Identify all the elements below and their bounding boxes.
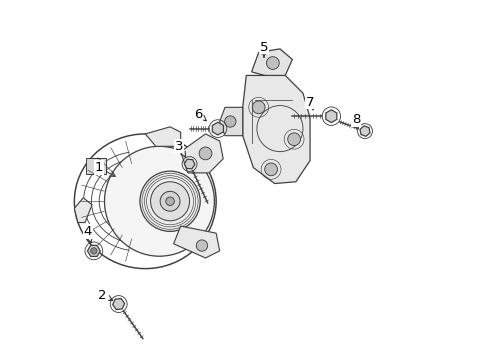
Text: 7: 7 <box>305 95 314 110</box>
Polygon shape <box>359 126 369 136</box>
Polygon shape <box>242 76 309 184</box>
Polygon shape <box>212 122 223 135</box>
Polygon shape <box>112 298 124 310</box>
Circle shape <box>264 163 277 176</box>
Text: 8: 8 <box>351 113 360 127</box>
Text: 4: 4 <box>83 225 92 243</box>
Polygon shape <box>184 159 194 169</box>
Circle shape <box>252 101 264 114</box>
Circle shape <box>199 147 211 160</box>
Circle shape <box>287 133 300 145</box>
Circle shape <box>165 197 174 206</box>
Text: 5: 5 <box>259 41 268 57</box>
Text: 1: 1 <box>95 161 115 176</box>
Polygon shape <box>251 49 292 77</box>
Circle shape <box>196 240 207 251</box>
Circle shape <box>104 146 214 256</box>
Polygon shape <box>325 110 336 123</box>
Text: 6: 6 <box>194 108 206 121</box>
Circle shape <box>90 248 97 254</box>
Polygon shape <box>87 246 100 256</box>
Circle shape <box>150 182 189 221</box>
Circle shape <box>266 57 279 69</box>
Polygon shape <box>219 107 242 136</box>
Circle shape <box>140 171 200 231</box>
Circle shape <box>160 192 180 211</box>
Polygon shape <box>173 226 219 258</box>
Polygon shape <box>145 127 181 146</box>
Circle shape <box>224 116 236 127</box>
Polygon shape <box>181 134 223 173</box>
Text: 3: 3 <box>174 140 185 157</box>
FancyBboxPatch shape <box>85 158 105 174</box>
Text: 2: 2 <box>98 289 112 302</box>
Polygon shape <box>74 198 92 222</box>
